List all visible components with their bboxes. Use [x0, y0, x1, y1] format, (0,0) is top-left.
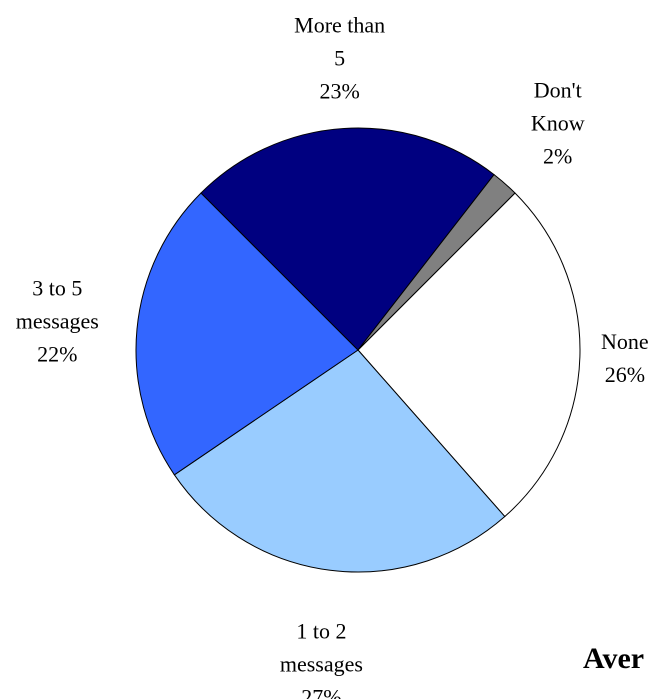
slice-label-0: None 26% — [601, 329, 649, 387]
slice-label-line: 5 — [334, 46, 345, 71]
pie-slice-4 — [357, 173, 516, 351]
pie-slice-3 — [200, 127, 495, 351]
slice-label-line: messages — [280, 652, 363, 677]
slice-label-line: 23% — [320, 79, 360, 104]
slice-label-line: None — [601, 329, 649, 354]
slice-label-line: 3 to 5 — [32, 276, 82, 301]
slice-label-2: 3 to 5 messages 22% — [16, 276, 99, 367]
pie-slice-1 — [173, 349, 506, 573]
slice-label-line: 27% — [301, 685, 341, 699]
pie-slices — [135, 127, 581, 573]
chart-title: Aver — [583, 642, 645, 675]
slice-label-line: 1 to 2 — [296, 619, 346, 644]
slice-label-line: 2% — [543, 143, 572, 168]
slice-label-line: 26% — [605, 362, 645, 387]
slice-label-4: Don't Know 2% — [531, 77, 585, 168]
slice-label-line: Don't — [534, 77, 582, 102]
slice-label-3: More than 5 23% — [294, 13, 385, 104]
slice-label-1: 1 to 2 messages 27% — [280, 619, 363, 699]
slice-label-line: 22% — [37, 342, 77, 367]
slice-labels: None 26% 1 to 2 messages 27% 3 to 5 messages 22… — [16, 13, 649, 699]
pie-slice-0 — [357, 192, 581, 518]
pie-slice-2 — [135, 192, 359, 476]
slice-label-line: More than — [294, 13, 385, 38]
slice-label-line: messages — [16, 309, 99, 334]
slice-label-line: Know — [531, 110, 585, 135]
